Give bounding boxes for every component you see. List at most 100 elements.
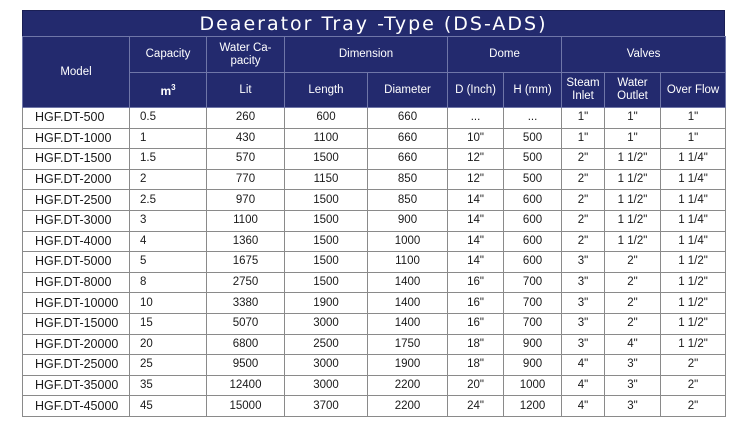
header-water-capacity: Water Ca-pacity (206, 36, 285, 73)
water-capacity-cell: 260 (206, 107, 285, 129)
table-row: HGF.DT-35000 35 12400 3000 2200 20" 1000 4" 3" 2" (22, 374, 727, 397)
table-title: Deaerator Tray -Type (DS-ADS) (22, 10, 725, 37)
model-cell: HGF.DT-25000 (22, 354, 130, 376)
over-flow-cell: 1 1/4" (660, 168, 727, 191)
diameter-cell: 850 (366, 168, 449, 191)
dome-h-mm-cell: 600 (503, 230, 563, 253)
water-outlet-cell: 1 1/2" (604, 209, 662, 232)
capacity-cell: 45 (129, 395, 207, 417)
steam-inlet-cell: 2" (561, 148, 606, 170)
water-outlet-cell: 1 1/2" (604, 168, 662, 191)
dome-d-inch-cell: 12" (447, 168, 505, 191)
water-capacity-cell: 6800 (206, 333, 285, 356)
dome-d-inch-cell: ... (447, 107, 505, 129)
dome-h-mm-cell: 600 (503, 189, 563, 211)
diameter-cell: 660 (366, 148, 449, 170)
table-row: HGF.DT-4000 4 1360 1500 1000 14" 600 2" 1 1/2" 1 … (22, 230, 727, 253)
table-row: HGF.DT-5000 5 1675 1500 1100 14" 600 3" 2" 1 1/2" (22, 251, 727, 273)
water-outlet-cell: 1 1/2" (604, 230, 662, 253)
header-capacity: Capacity (129, 36, 207, 73)
capacity-cell: 0.5 (129, 107, 207, 129)
length-cell: 3700 (284, 395, 368, 417)
water-outlet-cell: 3" (604, 374, 662, 397)
dome-h-mm-cell: 900 (503, 333, 563, 356)
capacity-cell: 8 (129, 271, 207, 294)
capacity-cell: 5 (129, 251, 207, 273)
dome-d-inch-cell: 14" (447, 209, 505, 232)
over-flow-cell: 1 1/4" (660, 230, 727, 253)
header-length: Length (284, 72, 368, 108)
water-capacity-cell: 5070 (206, 312, 285, 335)
water-capacity-cell: 1675 (206, 251, 285, 273)
length-cell: 1500 (284, 271, 368, 294)
capacity-cell: 3 (129, 209, 207, 232)
dome-d-inch-cell: 14" (447, 230, 505, 253)
dome-d-inch-cell: 12" (447, 148, 505, 170)
length-cell: 1500 (284, 209, 368, 232)
water-capacity-cell: 570 (206, 148, 285, 170)
model-cell: HGF.DT-45000 (22, 395, 130, 417)
over-flow-cell: 1 1/4" (660, 148, 727, 170)
model-cell: HGF.DT-5000 (22, 251, 130, 273)
header-water-outlet: Water Outlet (604, 72, 662, 108)
water-outlet-cell: 3" (604, 395, 662, 417)
capacity-cell: 15 (129, 312, 207, 335)
table-row: HGF.DT-3000 3 1100 1500 900 14" 600 2" 1 1/2" 1 1… (22, 209, 727, 232)
model-cell: HGF.DT-3000 (22, 209, 130, 232)
table-row: HGF.DT-500 0.5 260 600 660...... 1" 1" 1" (22, 107, 727, 129)
water-outlet-cell: 3" (604, 354, 662, 376)
length-cell: 2500 (284, 333, 368, 356)
length-cell: 1500 (284, 148, 368, 170)
dome-d-inch-cell: 14" (447, 251, 505, 273)
diameter-cell: 1000 (366, 230, 449, 253)
steam-inlet-cell: 2" (561, 209, 606, 232)
table-row: HGF.DT-1500 1.5 570 1500 660 12" 500 2" 1 1/2" 1 … (22, 148, 727, 170)
header-steam-inlet: Steam Inlet (561, 72, 606, 108)
capacity-cell: 2 (129, 168, 207, 191)
header-diameter: Diameter (366, 72, 449, 108)
steam-inlet-cell: 2" (561, 189, 606, 211)
dome-d-inch-cell: 16" (447, 292, 505, 314)
header-dome: Dome (447, 36, 563, 73)
diameter-cell: 850 (366, 189, 449, 211)
model-cell: HGF.DT-15000 (22, 312, 130, 335)
dome-d-inch-cell: 18" (447, 333, 505, 356)
water-outlet-cell: 1 1/2" (604, 189, 662, 211)
table-row: HGF.DT-15000 15 5070 3000 1400 16" 700 3" 2" 1 1/… (22, 312, 727, 335)
over-flow-cell: 2" (660, 395, 727, 417)
capacity-unit-exponent: 3 (171, 83, 176, 92)
model-cell: HGF.DT-10000 (22, 292, 130, 314)
capacity-cell: 10 (129, 292, 207, 314)
dome-h-mm-cell: 600 (503, 251, 563, 273)
steam-inlet-cell: 4" (561, 354, 606, 376)
header-h-mm: H (mm) (503, 72, 563, 108)
table-row: HGF.DT-2500 2.5 970 1500 850 14" 600 2" 1 1/2" 1 … (22, 189, 727, 211)
dome-h-mm-cell: 500 (503, 148, 563, 170)
dome-h-mm-cell: ... (503, 107, 563, 129)
length-cell: 600 (284, 107, 368, 129)
steam-inlet-cell: 1" (561, 127, 606, 150)
dome-h-mm-cell: 700 (503, 312, 563, 335)
over-flow-cell: 1 1/2" (660, 292, 727, 314)
over-flow-cell: 1 1/2" (660, 271, 727, 294)
model-cell: HGF.DT-4000 (22, 230, 130, 253)
table-row: HGF.DT-45000 45 15000 3700 2200 24" 1200 4" 3" 2" (22, 395, 727, 417)
header-water-unit: Lit (206, 72, 285, 108)
dome-h-mm-cell: 1200 (503, 395, 563, 417)
header-row-2: m3 Lit Length Diameter D (Inch) H (mm) S… (23, 72, 727, 108)
diameter-cell: 900 (366, 209, 449, 232)
steam-inlet-cell: 2" (561, 168, 606, 191)
capacity-unit-base: m (160, 84, 172, 98)
water-capacity-cell: 1100 (206, 209, 285, 232)
over-flow-cell: 1 1/4" (660, 189, 727, 211)
over-flow-cell: 1 1/2" (660, 312, 727, 335)
water-capacity-cell: 1360 (206, 230, 285, 253)
deaerator-spec-table: Model Capacity Water Ca-pacity Dimension… (22, 36, 727, 417)
over-flow-cell: 1 1/2" (660, 251, 727, 273)
model-cell: HGF.DT-2500 (22, 189, 130, 211)
model-cell: HGF.DT-2000 (22, 168, 130, 191)
diameter-cell: 1900 (366, 354, 449, 376)
dome-d-inch-cell: 18" (447, 354, 505, 376)
diameter-cell: 1400 (366, 312, 449, 335)
table-row: HGF.DT-10000 10 3380 1900 1400 16" 700 3" 2" 1 1/… (22, 292, 727, 314)
